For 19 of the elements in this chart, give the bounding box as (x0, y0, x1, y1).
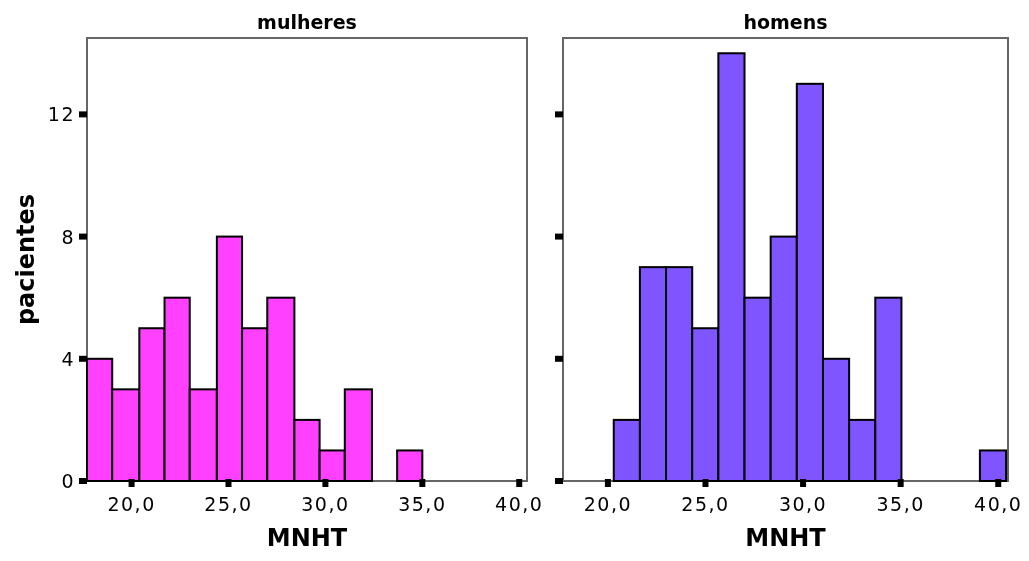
x-axis-title: MNHT (745, 524, 827, 552)
x-tick-label: 20,0 (583, 493, 633, 515)
y-tick-label: 12 (47, 103, 75, 126)
y-tick-label: 0 (61, 470, 75, 492)
x-tick-label: 35,0 (876, 493, 925, 515)
x-tick-label: 20,0 (107, 493, 156, 515)
y-tick-label: 8 (61, 225, 75, 248)
x-tick-label: 40,0 (495, 493, 544, 515)
chart-title: mulheres (257, 11, 357, 33)
x-tick-label: 30,0 (301, 493, 350, 515)
y-axis-title: pacientes (12, 193, 40, 326)
x-tick-label: 40,0 (974, 493, 1023, 515)
chart-title: homens (743, 11, 828, 33)
x-tick-label: 35,0 (398, 493, 447, 515)
x-axis-title: MNHT (266, 524, 348, 552)
y-tick-label: 4 (61, 347, 75, 370)
x-tick-label: 25,0 (204, 493, 253, 515)
x-tick-label: 25,0 (681, 493, 730, 515)
x-tick-label: 30,0 (778, 493, 828, 515)
